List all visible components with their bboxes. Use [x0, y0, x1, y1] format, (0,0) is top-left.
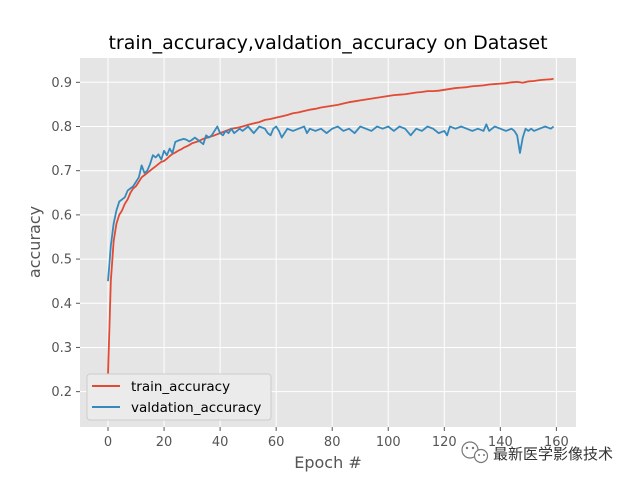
- legend-label-validation: valdation_accuracy: [131, 400, 261, 416]
- legend: train_accuracy valdation_accuracy: [86, 373, 272, 421]
- series-layer: [107, 77, 555, 374]
- plot-area: [80, 58, 576, 427]
- x-tick-label: 140: [488, 435, 513, 450]
- series-line-train-accuracy: [107, 77, 554, 374]
- y-axis-label: accuracy: [25, 206, 44, 278]
- wechat-logo-icon: [461, 441, 489, 464]
- y-tick-label: 0.9: [51, 76, 72, 91]
- watermark: 最新医学影像技术: [461, 441, 613, 464]
- x-axis-label: Epoch #: [294, 453, 361, 472]
- x-tick-label: 80: [324, 435, 341, 450]
- x-tick-label: 100: [376, 435, 401, 450]
- y-tick-label: 0.5: [51, 253, 72, 268]
- chart-title: train_accuracy,valdation_accuracy on Dat…: [108, 32, 547, 54]
- y-tick-label: 0.8: [51, 120, 72, 135]
- legend-box: [86, 373, 272, 421]
- y-tick-label: 0.4: [51, 297, 72, 312]
- y-tick-labels: 0.2 0.3 0.4 0.5 0.6 0.7 0.8 0.9: [51, 76, 72, 400]
- x-tick-label: 40: [212, 435, 229, 450]
- x-tick-label: 0: [104, 435, 112, 450]
- y-tick-label: 0.7: [51, 164, 72, 179]
- x-tick-label: 60: [268, 435, 285, 450]
- x-tick-label: 160: [544, 435, 569, 450]
- y-tick-label: 0.3: [51, 341, 72, 356]
- grid-lines: [76, 58, 576, 431]
- y-tick-label: 0.6: [51, 208, 72, 223]
- x-tick-label: 120: [432, 435, 457, 450]
- legend-label-train: train_accuracy: [131, 379, 230, 395]
- y-tick-label: 0.2: [51, 385, 72, 400]
- series-line-validation-accuracy: [107, 123, 555, 282]
- watermark-text: 最新医学影像技术: [493, 445, 613, 463]
- x-tick-labels: 0 20 40 60 80 100 120 140 160: [104, 435, 569, 450]
- x-tick-label: 20: [156, 435, 173, 450]
